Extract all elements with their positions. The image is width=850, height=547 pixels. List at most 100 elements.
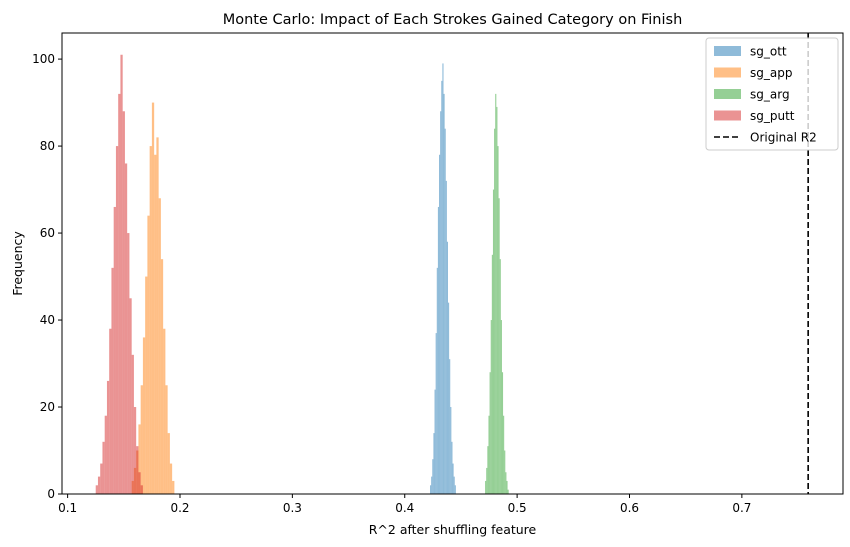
bar-sg_arg-16 — [503, 415, 505, 494]
bar-sg_ott-14 — [445, 180, 447, 494]
bar-sg_ott-6 — [436, 267, 438, 494]
chart-title: Monte Carlo: Impact of Each Strokes Gain… — [223, 12, 683, 28]
legend-swatch-sg_putt — [714, 110, 741, 121]
legend-label-3: sg_putt — [750, 109, 795, 123]
x-tick-label-0: 0.1 — [58, 501, 77, 515]
bar-sg_putt-2 — [100, 463, 103, 494]
bar-sg_arg-5 — [490, 320, 492, 494]
bar-sg_ott-12 — [443, 93, 445, 494]
bar-sg_arg-1 — [486, 467, 488, 494]
bar-sg_putt-13 — [124, 163, 128, 494]
bar-sg_ott-17 — [449, 359, 451, 494]
bar-sg_app-14 — [163, 328, 166, 494]
legend-label-2: sg_arg — [750, 88, 790, 102]
x-tick-label-4: 0.5 — [508, 501, 527, 515]
bar-sg_arg-10 — [496, 106, 498, 495]
bar-sg_ott-13 — [444, 128, 446, 494]
bar-sg_ott-7 — [437, 206, 440, 494]
bar-sg_putt-3 — [102, 441, 105, 494]
bar-sg_putt-7 — [111, 267, 114, 494]
bar-sg_ott-10 — [441, 80, 443, 494]
bar-sg_app-8 — [149, 146, 152, 494]
bar-sg_putt-15 — [129, 298, 132, 494]
bar-sg_arg-14 — [500, 320, 502, 494]
bar-sg_ott-9 — [440, 111, 442, 494]
bar-sg_arg-6 — [491, 254, 493, 494]
bar-sg_app-18 — [172, 480, 175, 494]
bar-sg_ott-11 — [442, 63, 444, 494]
bar-sg_putt-14 — [127, 233, 130, 494]
bar-sg_app-15 — [165, 385, 168, 494]
bar-sg_ott-19 — [451, 441, 453, 494]
y-tick-label-1: 20 — [40, 400, 55, 414]
x-tick-label-2: 0.3 — [283, 501, 302, 515]
bar-sg_putt-8 — [113, 206, 116, 494]
plot-frame — [61, 32, 844, 495]
bar-sg_ott-5 — [435, 333, 437, 494]
bar-sg_putt-12 — [122, 111, 125, 494]
bar-sg_ott-21 — [453, 476, 455, 494]
bar-sg_app-16 — [167, 433, 170, 494]
y-tick-label-2: 40 — [40, 313, 55, 327]
bar-sg_ott-2 — [432, 459, 434, 494]
bar-sg_putt-9 — [115, 146, 119, 494]
bar-sg_arg-7 — [492, 189, 495, 494]
bar-sg_app-5 — [142, 337, 146, 494]
bar-sg_arg-20 — [507, 489, 509, 494]
bar-sg_app-9 — [151, 102, 155, 494]
bar-sg_ott-8 — [439, 154, 441, 494]
bar-sg_putt-4 — [104, 415, 107, 494]
histogram-bars — [95, 54, 509, 495]
bar-sg_ott-3 — [433, 433, 435, 494]
bar-sg_putt-6 — [109, 328, 112, 494]
bar-sg_arg-17 — [504, 450, 506, 494]
bar-sg_putt-11 — [120, 54, 123, 494]
x-tick-label-1: 0.2 — [170, 501, 189, 515]
legend-label-1: sg_app — [750, 66, 792, 80]
bar-sg_putt-19 — [138, 472, 141, 494]
legend-label-4: Original R2 — [750, 131, 817, 145]
bar-sg_ott-4 — [434, 389, 436, 494]
bar-sg_ott-18 — [450, 407, 452, 494]
bar-sg_putt-16 — [131, 354, 134, 494]
bar-sg_app-12 — [158, 198, 161, 494]
bar-sg_putt-20 — [140, 485, 143, 494]
x-tick-label-3: 0.4 — [395, 501, 414, 515]
bar-sg_ott-22 — [454, 485, 456, 494]
legend-swatch-sg_app — [714, 67, 741, 78]
bar-sg_arg-9 — [495, 93, 497, 494]
bar-sg_putt-17 — [133, 407, 137, 494]
bar-sg_putt-0 — [95, 485, 98, 494]
bar-sg_putt-5 — [106, 380, 110, 494]
bar-sg_putt-18 — [136, 446, 139, 494]
bar-sg_ott-15 — [446, 241, 448, 494]
bar-sg_ott-0 — [430, 485, 432, 494]
bar-sg_arg-0 — [485, 480, 487, 494]
bar-sg_arg-19 — [506, 480, 508, 494]
bar-sg_ott-16 — [448, 302, 450, 494]
y-tick-label-5: 100 — [32, 52, 55, 66]
bar-sg_app-3 — [138, 424, 141, 494]
x-tick-label-5: 0.6 — [620, 501, 639, 515]
bar-sg_arg-11 — [497, 146, 499, 494]
bar-sg_app-17 — [169, 463, 173, 494]
legend-swatch-sg_arg — [714, 89, 741, 99]
bar-sg_arg-18 — [505, 472, 507, 494]
bar-sg_app-4 — [140, 385, 143, 494]
x-axis: 0.1 0.2 0.3 0.4 0.5 0.6 0.7 — [58, 494, 751, 515]
bar-sg_app-7 — [147, 215, 150, 494]
bar-sg_putt-10 — [118, 93, 121, 494]
bar-sg_app-11 — [156, 137, 159, 494]
y-tick-label-3: 60 — [40, 226, 55, 240]
bar-sg_putt-1 — [97, 476, 101, 494]
legend-swatch-sg_ott — [714, 46, 741, 56]
y-tick-label-0: 0 — [47, 487, 55, 501]
legend-label-0: sg_ott — [750, 45, 787, 59]
bar-sg_ott-1 — [431, 476, 433, 494]
bar-sg_app-6 — [145, 276, 148, 494]
bar-sg_arg-13 — [499, 259, 501, 494]
bar-sg_arg-15 — [501, 372, 504, 494]
bar-sg_arg-8 — [494, 128, 496, 494]
y-tick-label-4: 80 — [40, 139, 55, 153]
